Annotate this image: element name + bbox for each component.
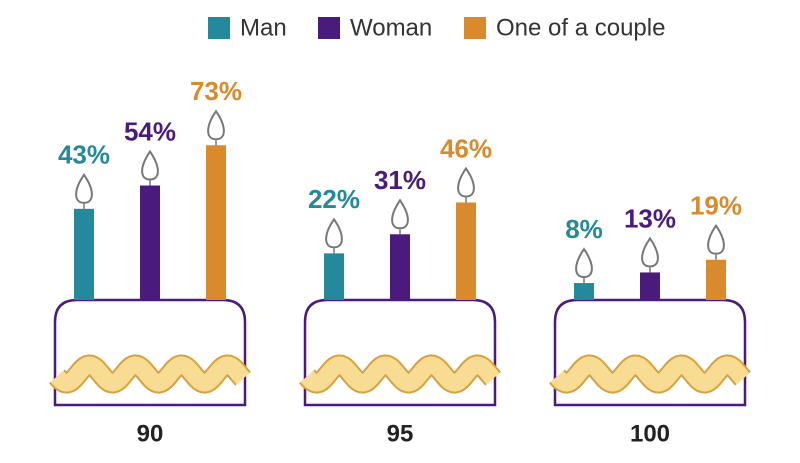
value-label: 31% <box>374 165 426 195</box>
value-label: 73% <box>190 76 242 106</box>
cake-frosting <box>550 356 750 392</box>
value-label: 46% <box>440 133 492 163</box>
flame <box>641 236 659 268</box>
value-label: 13% <box>624 203 676 233</box>
flame <box>391 198 409 230</box>
candle <box>390 234 410 300</box>
flame <box>75 173 93 204</box>
value-label: 54% <box>124 116 176 146</box>
value-label: 8% <box>565 214 603 244</box>
legend-label: One of a couple <box>496 14 665 41</box>
candle <box>74 208 94 300</box>
legend-label: Woman <box>350 14 432 41</box>
x-tick-label: 100 <box>630 420 670 447</box>
candle <box>640 272 660 300</box>
candle <box>324 253 344 300</box>
flame <box>325 217 343 249</box>
cake-frosting <box>300 356 500 392</box>
legend-swatch <box>208 17 230 39</box>
legend-label: Man <box>240 14 287 41</box>
x-tick-label: 90 <box>137 420 164 447</box>
value-label: 22% <box>308 184 360 214</box>
flame <box>207 109 225 141</box>
cake-frosting <box>50 356 250 392</box>
candle <box>140 185 160 300</box>
legend-swatch <box>318 17 340 39</box>
value-label: 19% <box>690 191 742 221</box>
flame <box>141 149 159 181</box>
candle <box>206 145 226 300</box>
candle <box>456 202 476 300</box>
x-tick-label: 95 <box>387 420 414 447</box>
flame <box>457 166 475 198</box>
flame <box>707 223 725 255</box>
value-label: 43% <box>58 140 110 170</box>
candle <box>574 283 594 300</box>
candle <box>706 259 726 300</box>
legend-swatch <box>464 17 486 39</box>
flame <box>575 247 593 279</box>
